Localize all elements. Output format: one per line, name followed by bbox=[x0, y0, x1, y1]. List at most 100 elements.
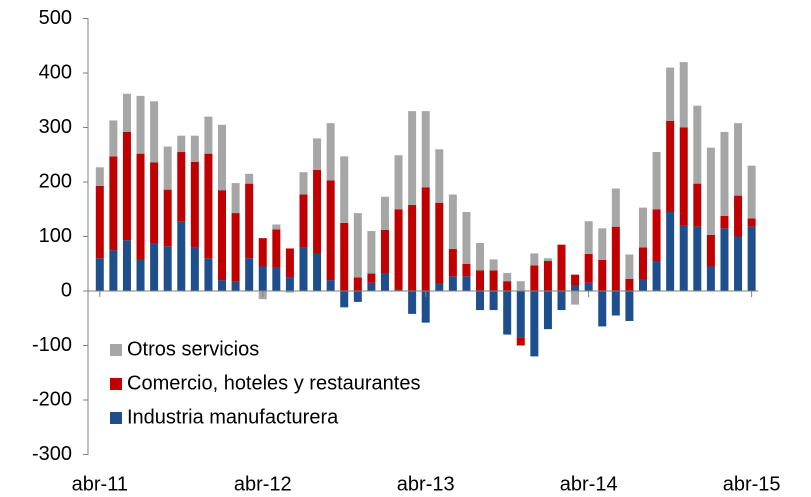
bar-segment bbox=[231, 213, 240, 282]
bar-segment bbox=[150, 162, 159, 244]
bar-segment bbox=[693, 226, 702, 291]
bar-segment bbox=[218, 124, 227, 191]
bar-segment bbox=[557, 291, 566, 311]
bar-segment bbox=[638, 279, 647, 291]
bar-segment bbox=[367, 231, 376, 274]
bar-segment bbox=[122, 131, 131, 241]
bar-segment bbox=[448, 194, 457, 250]
bar-segment bbox=[394, 155, 403, 210]
x-tick-label: abr-14 bbox=[560, 473, 618, 495]
bar-segment bbox=[190, 135, 199, 162]
bar-segment bbox=[747, 226, 756, 291]
bar-segment bbox=[693, 183, 702, 227]
bar-segment bbox=[720, 215, 729, 229]
bar-segment bbox=[408, 291, 417, 314]
bar-segment bbox=[231, 281, 240, 291]
x-tick-label: abr-11 bbox=[72, 473, 128, 495]
bar-segment bbox=[285, 291, 294, 293]
bar-segment bbox=[380, 196, 389, 230]
y-tick-label: -200 bbox=[32, 388, 72, 410]
bar-segment bbox=[353, 277, 362, 291]
legend-label: Comercio, hoteles y restaurantes bbox=[127, 372, 420, 394]
bar-segment bbox=[584, 282, 593, 291]
bar-segment bbox=[95, 167, 104, 186]
y-tick-label: 0 bbox=[61, 279, 72, 301]
bar-segment bbox=[625, 279, 634, 291]
bar-segment bbox=[95, 185, 104, 259]
bar-segment bbox=[462, 211, 471, 264]
bar-segment bbox=[340, 156, 349, 223]
bar-segment bbox=[666, 120, 675, 212]
y-tick-label: -300 bbox=[32, 443, 72, 465]
bar-segment bbox=[530, 253, 539, 266]
bar-segment bbox=[231, 183, 240, 214]
bar-segment bbox=[584, 221, 593, 254]
bar-segment bbox=[136, 95, 145, 154]
bar-segment bbox=[218, 190, 227, 281]
bar-segment bbox=[122, 240, 131, 291]
bar-segment bbox=[136, 259, 145, 291]
bar-segment bbox=[557, 244, 566, 291]
bar-segment bbox=[734, 195, 743, 237]
bar-segment bbox=[150, 243, 159, 291]
bar-segment bbox=[611, 188, 620, 227]
bar-segment bbox=[693, 105, 702, 184]
bar-segment bbox=[598, 291, 607, 327]
bar-segment bbox=[245, 173, 254, 184]
bar-segment bbox=[163, 189, 172, 247]
legend-swatch bbox=[110, 378, 122, 390]
y-tick-label: -100 bbox=[32, 334, 72, 356]
bar-segment bbox=[706, 266, 715, 291]
bar-segment bbox=[706, 234, 715, 267]
bar-segment bbox=[177, 152, 186, 222]
bar-segment bbox=[435, 202, 444, 284]
bar-segment bbox=[476, 270, 485, 291]
bar-segment bbox=[109, 120, 118, 157]
bar-segment bbox=[408, 204, 417, 291]
bar-segment bbox=[571, 285, 580, 291]
bar-segment bbox=[258, 238, 267, 267]
bar-segment bbox=[380, 229, 389, 274]
bar-segment bbox=[734, 236, 743, 291]
bar-segment bbox=[543, 291, 552, 330]
bar-segment bbox=[421, 187, 430, 291]
bar-segment bbox=[571, 274, 580, 286]
bar-segment bbox=[272, 224, 281, 230]
bar-segment bbox=[679, 127, 688, 226]
bar-segment bbox=[489, 259, 498, 271]
bar-segment bbox=[204, 258, 213, 291]
bar-segment bbox=[706, 147, 715, 235]
x-tick-label: abr-13 bbox=[397, 473, 455, 495]
bar-segment bbox=[245, 258, 254, 291]
bar-segment bbox=[489, 291, 498, 311]
bar-segment bbox=[367, 282, 376, 291]
bar-segment bbox=[394, 289, 403, 291]
bar-segment bbox=[720, 228, 729, 291]
bar-segment bbox=[638, 207, 647, 248]
bar-segment bbox=[462, 263, 471, 277]
bar-segment bbox=[530, 265, 539, 291]
y-tick-label: 200 bbox=[39, 170, 72, 192]
bar-segment bbox=[516, 281, 525, 291]
bar-segment bbox=[299, 247, 308, 291]
bar-segment bbox=[435, 283, 444, 291]
bar-segment bbox=[489, 270, 498, 291]
bar-segment bbox=[340, 222, 349, 291]
bar-segment bbox=[543, 258, 552, 262]
y-tick-label: 400 bbox=[39, 61, 72, 83]
bar-segment bbox=[272, 229, 281, 268]
bar-segment bbox=[516, 337, 525, 346]
bar-segment bbox=[720, 131, 729, 216]
bar-segment bbox=[367, 273, 376, 283]
bar-segment bbox=[394, 209, 403, 290]
bar-segment bbox=[611, 226, 620, 291]
bar-segment bbox=[313, 253, 322, 291]
bar-segment bbox=[421, 111, 430, 188]
y-tick-label: 300 bbox=[39, 116, 72, 138]
bar-segment bbox=[285, 277, 294, 291]
bar-segment bbox=[516, 291, 525, 338]
bar-segment bbox=[598, 228, 607, 260]
bar-segment bbox=[666, 211, 675, 291]
bar-segment bbox=[109, 250, 118, 291]
bar-segment bbox=[503, 281, 512, 291]
